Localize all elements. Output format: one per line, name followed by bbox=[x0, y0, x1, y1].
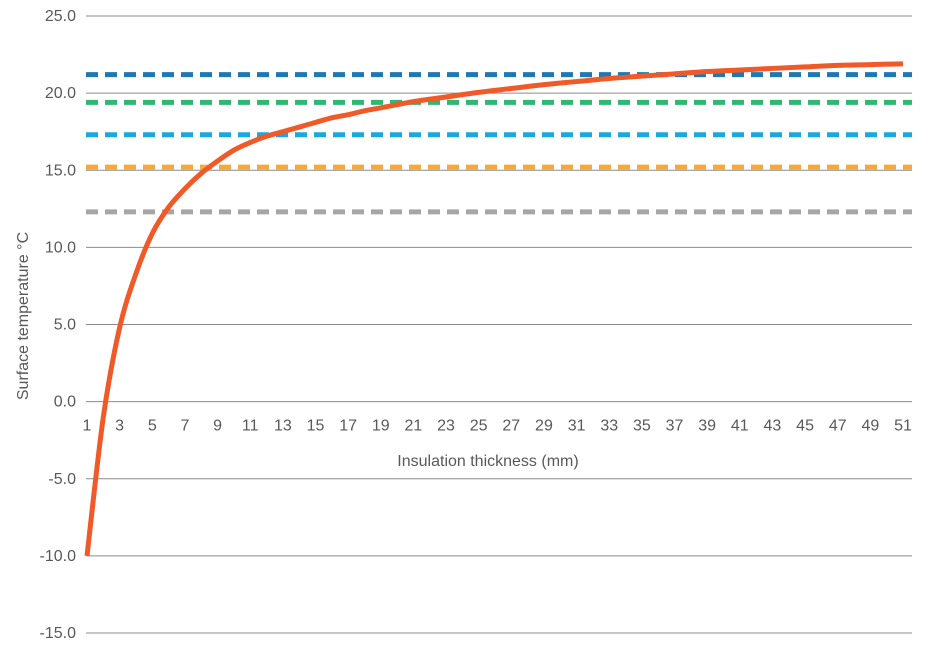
y-tick-label: 10.0 bbox=[45, 239, 76, 256]
y-tick-label: -15.0 bbox=[40, 625, 77, 642]
gridlines bbox=[86, 15, 912, 634]
y-tick-label: 25.0 bbox=[45, 8, 76, 25]
x-tick-label: 29 bbox=[535, 418, 553, 435]
y-tick-label: 5.0 bbox=[54, 317, 76, 334]
y-tick-label: -10.0 bbox=[40, 548, 77, 565]
x-tick-label: 21 bbox=[405, 418, 423, 435]
x-tick-label: 37 bbox=[666, 418, 684, 435]
x-tick-label: 43 bbox=[764, 418, 782, 435]
x-tick-label: 47 bbox=[829, 418, 847, 435]
x-tick-label: 49 bbox=[861, 418, 879, 435]
x-tick-label: 39 bbox=[698, 418, 716, 435]
x-tick-label: 13 bbox=[274, 418, 292, 435]
x-tick-label: 11 bbox=[242, 418, 259, 435]
x-tick-label: 17 bbox=[339, 418, 357, 435]
x-tick-label: 15 bbox=[307, 418, 325, 435]
y-tick-label: 0.0 bbox=[54, 394, 76, 411]
x-tick-label: 35 bbox=[633, 418, 651, 435]
x-tick-label: 23 bbox=[437, 418, 455, 435]
y-tick-label: -5.0 bbox=[48, 471, 76, 488]
x-tick-label: 25 bbox=[470, 418, 488, 435]
x-tick-label: 5 bbox=[148, 418, 157, 435]
curve-layer bbox=[84, 61, 904, 557]
y-axis-ticks: 25.0 20.0 15.0 10.0 5.0 0.0 -5.0 -10.0 -15.0 bbox=[40, 8, 77, 642]
x-tick-label: 51 bbox=[894, 418, 912, 435]
surface-temperature-curve bbox=[84, 61, 904, 557]
x-axis-ticks: 1 3 5 7 9 11 13 15 17 19 21 23 25 27 29 31 33 35 37 39 41 43 4… bbox=[83, 418, 912, 435]
x-tick-label: 33 bbox=[600, 418, 618, 435]
y-axis-title: Surface temperature °C bbox=[15, 232, 32, 400]
x-tick-label: 27 bbox=[502, 418, 520, 435]
x-tick-label: 3 bbox=[115, 418, 124, 435]
reference-lines bbox=[86, 72, 912, 215]
y-tick-label: 15.0 bbox=[45, 162, 76, 179]
x-tick-label: 9 bbox=[213, 418, 222, 435]
x-tick-label: 45 bbox=[796, 418, 814, 435]
x-tick-label: 7 bbox=[180, 418, 189, 435]
x-tick-label: 31 bbox=[568, 418, 586, 435]
y-tick-label: 20.0 bbox=[45, 85, 76, 102]
x-tick-label: 19 bbox=[372, 418, 390, 435]
x-axis-title: Insulation thickness (mm) bbox=[397, 453, 578, 470]
x-tick-label: 1 bbox=[83, 418, 92, 435]
x-tick-label: 41 bbox=[731, 418, 749, 435]
